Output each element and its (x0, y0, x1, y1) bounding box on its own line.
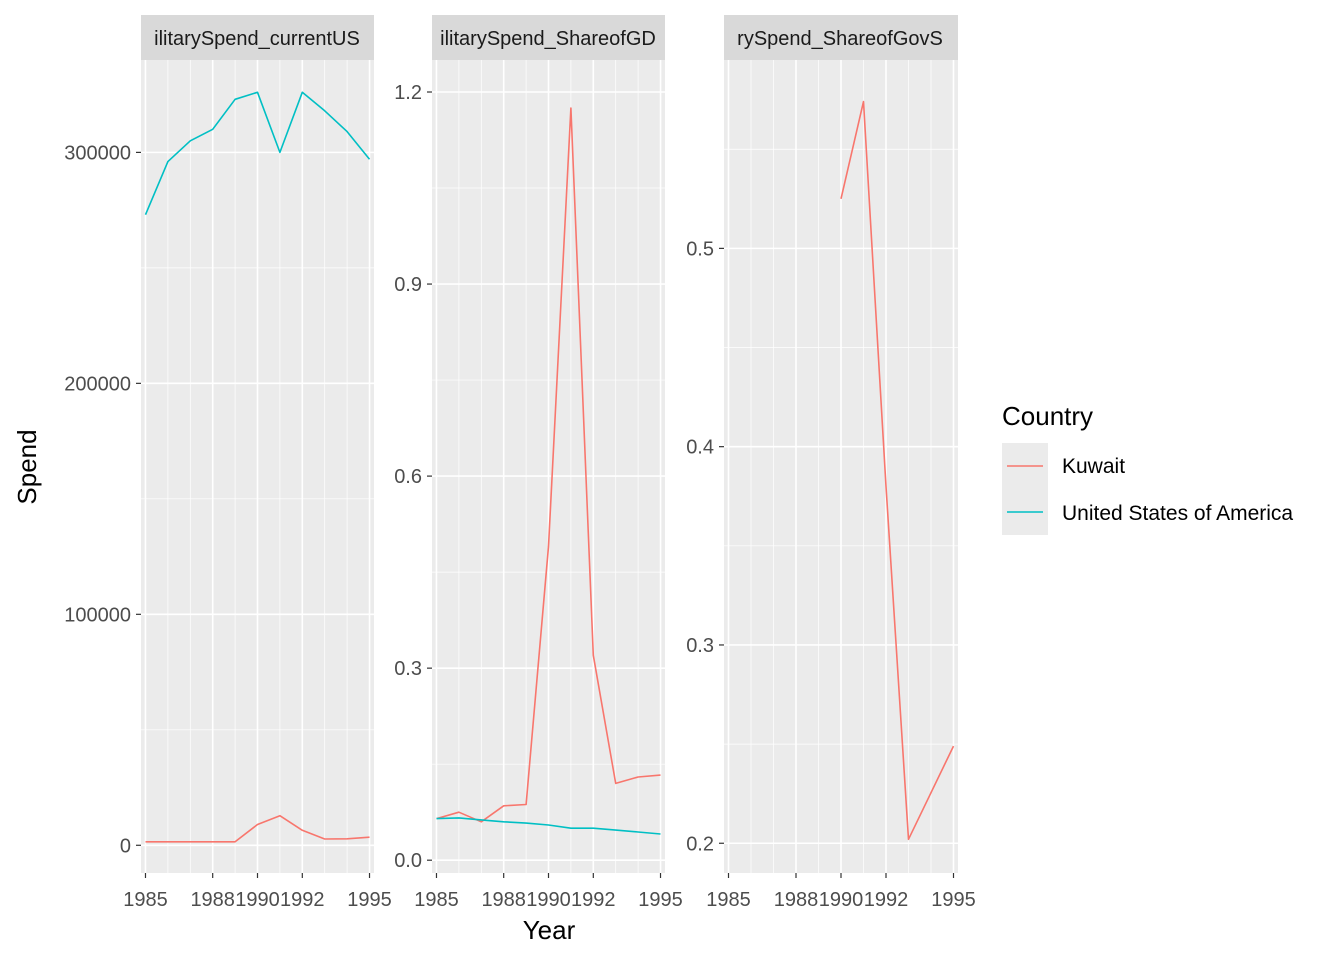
series-line-united-states-of-america (436, 817, 661, 835)
x-tick-label: 1988 (190, 889, 235, 911)
y-tick-label: 0.0 (394, 850, 422, 872)
series-line-kuwait (145, 814, 370, 843)
strip-background (432, 15, 665, 60)
y-tick-label: 200000 (64, 373, 131, 395)
x-tick-label: 1990 (526, 889, 571, 911)
legend-label-kuwait: Kuwait (1062, 455, 1125, 478)
y-tick-label: 0.6 (394, 466, 422, 488)
x-tick-label: 1995 (347, 889, 392, 911)
strip-label: ilitarySpend_ShareofGD (440, 28, 656, 50)
x-axis-title: Year (523, 915, 576, 945)
series-line-united-states-of-america (144, 91, 371, 216)
y-tick-label: 0.9 (394, 274, 422, 296)
x-tick-label: 1988 (774, 889, 819, 911)
x-tick-label: 1990 (235, 889, 280, 911)
y-tick-label: 0.5 (686, 238, 714, 260)
facet-panel-military-spend-share-of-gov-spending: rySpend_ShareofGovS 0.2 0.3 0.4 0.5 1985 1988… (686, 15, 976, 911)
y-tick-label: 300000 (64, 142, 131, 164)
y-tick-label: 0.3 (686, 635, 714, 657)
strip-background (141, 15, 374, 60)
y-tick-label: 0 (120, 835, 131, 857)
strip-background (724, 15, 958, 60)
y-tick-label: 100000 (64, 604, 131, 626)
legend-title: Country (1002, 401, 1093, 431)
y-tick-label: 0.3 (394, 658, 422, 680)
x-tick-label: 1995 (638, 889, 683, 911)
strip-label: rySpend_ShareofGovS (737, 28, 943, 50)
x-tick-label: 1990 (819, 889, 864, 911)
x-tick-label: 1992 (280, 889, 325, 911)
y-tick-label: 0.2 (686, 833, 714, 855)
facet-panel-military-spend-share-of-gdp: ilitarySpend_ShareofGD 0.0 0.3 0.6 0.9 1.2 19… (394, 15, 683, 911)
y-tick-label: 1.2 (394, 82, 422, 104)
legend: Country Kuwait United States of America (1002, 401, 1293, 535)
x-tick-label: 1985 (414, 889, 459, 911)
y-tick-label: 0.4 (686, 437, 714, 459)
x-tick-label: 1988 (481, 889, 526, 911)
x-tick-label: 1995 (931, 889, 976, 911)
x-tick-label: 1992 (864, 889, 909, 911)
x-tick-label: 1985 (706, 889, 751, 911)
legend-label-united-states: United States of America (1062, 502, 1293, 525)
y-axis-title: Spend (12, 429, 42, 504)
x-tick-label: 1985 (123, 889, 168, 911)
strip-label: ilitarySpend_currentUS (154, 28, 360, 50)
x-tick-label: 1992 (571, 889, 616, 911)
facet-panel-military-spend-current-usd: ilitarySpend_currentUS 0 100000 200000 3000… (64, 15, 392, 911)
series-line-kuwait (840, 100, 955, 841)
